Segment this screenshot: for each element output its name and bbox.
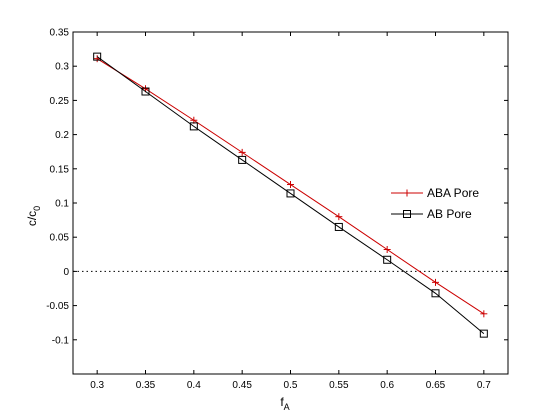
y-tick-label: 0.35	[50, 28, 70, 39]
y-axis-label-subscript: 0	[32, 206, 42, 211]
series-ab-pore	[93, 52, 488, 338]
data-point	[93, 52, 102, 61]
x-tick-label: 0.55	[329, 380, 349, 391]
series-layer	[93, 52, 488, 338]
x-tick-label: 0.5	[284, 380, 298, 391]
data-point	[480, 310, 488, 318]
y-tick-label: -0.05	[46, 301, 69, 312]
x-tick-label: 0.4	[187, 380, 201, 391]
legend-swatch-marker	[403, 210, 411, 218]
plot-frame	[72, 31, 509, 375]
y-tick-label: 0	[63, 267, 69, 278]
y-tick-label: 0.3	[55, 62, 69, 73]
legend-entry: ABA Pore	[391, 186, 479, 200]
data-point	[334, 222, 343, 231]
series-aba-pore	[93, 55, 488, 318]
data-point	[238, 148, 246, 156]
legend-entry: AB Pore	[391, 207, 472, 221]
y-tick-label: 0.25	[50, 96, 70, 107]
legend-label: ABA Pore	[427, 186, 479, 200]
y-tick-label: 0.15	[50, 164, 70, 175]
x-tick-label: 0.6	[380, 380, 394, 391]
y-tick-label: 0.1	[55, 199, 69, 210]
data-point	[431, 289, 440, 298]
y-tick-label: 0.05	[50, 233, 70, 244]
x-axis-label-main: f	[280, 395, 284, 409]
plot-area	[72, 31, 509, 375]
data-point	[432, 278, 439, 286]
legend-label: AB Pore	[427, 207, 472, 221]
x-tick-label: 0.65	[426, 380, 446, 391]
y-axis-label: c/c0	[25, 206, 42, 226]
x-tick-label: 0.35	[136, 380, 156, 391]
data-point	[141, 87, 150, 96]
y-axis-label-main: c/c	[25, 211, 39, 226]
x-axis-label-subscript: A	[284, 402, 290, 412]
y-tick-label: 0.2	[55, 130, 69, 141]
y-tick-label: -0.1	[52, 335, 70, 346]
x-tick-label: 0.45	[232, 380, 252, 391]
x-tick-label: 0.7	[477, 380, 491, 391]
data-point	[189, 122, 198, 131]
data-point	[238, 155, 247, 164]
data-point	[479, 329, 488, 338]
data-point	[383, 246, 391, 254]
x-tick-label: 0.3	[90, 380, 104, 391]
legend: ABA Pore AB Pore	[391, 186, 479, 221]
legend-swatch-marker	[403, 189, 411, 197]
data-point	[335, 213, 343, 221]
data-point	[287, 181, 294, 189]
series-line	[96, 56, 485, 335]
data-point	[383, 255, 392, 264]
data-point	[286, 189, 295, 198]
x-axis-label: fA	[280, 395, 289, 412]
axis-labels: fA c/c0	[25, 206, 290, 412]
axis-ticks: 0.3 0.35 0.4 0.45 0.5 0.55 0.6 0.65 0.7 -0.1 -0.05…	[46, 28, 508, 391]
